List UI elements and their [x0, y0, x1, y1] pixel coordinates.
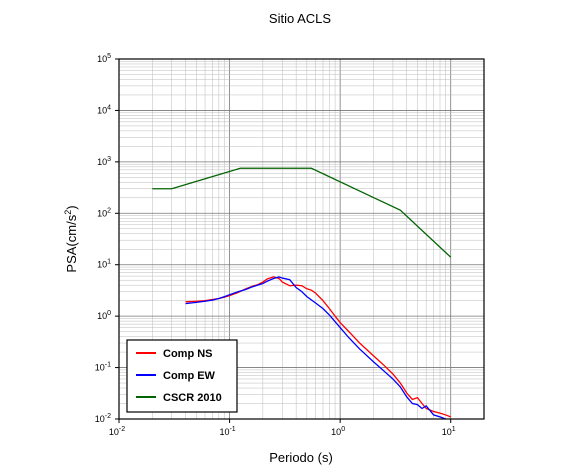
legend-label-ns: Comp NS [163, 348, 213, 360]
x-tick-label: 100 [331, 426, 345, 437]
x-tick-label: 101 [442, 426, 456, 437]
legend: Comp NS Comp EW CSCR 2010 [126, 339, 238, 413]
series-line-cscr-2010 [152, 167, 452, 258]
y-axis-label-end: ) [64, 205, 79, 209]
y-tick-label: 10-1 [95, 362, 111, 373]
x-tick-label: 10-2 [109, 426, 125, 437]
x-tick-label: 10-1 [219, 426, 235, 437]
series-lines [152, 167, 452, 419]
y-tick-label: 104 [97, 104, 111, 115]
legend-label-ew: Comp EW [163, 370, 216, 382]
tick-labels: 10-2 10-1 100 101 10-2 10-1 100 101 102 103 104 105 [95, 53, 456, 437]
y-tick-label: 103 [97, 156, 111, 167]
legend-label-cscr: CSCR 2010 [163, 392, 222, 404]
y-axis-label-base: PSA(cm/s [64, 214, 79, 272]
y-tick-label: 100 [97, 310, 111, 321]
y-tick-label: 101 [97, 259, 111, 270]
grid [118, 58, 485, 420]
y-axis-label-sup: 2 [63, 210, 73, 215]
chart-title: Sitio ACLS [269, 11, 331, 26]
y-tick-label: 102 [97, 207, 111, 218]
y-axis-label: PSA(cm/s2) [63, 205, 79, 272]
series-line-comp-ns [185, 276, 451, 418]
x-axis-label: Periodo (s) [269, 450, 333, 465]
plot-frame [118, 58, 485, 420]
y-tick-label: 10-2 [95, 413, 111, 424]
series-line-comp-ew [185, 276, 449, 419]
y-tick-label: 105 [97, 53, 111, 64]
